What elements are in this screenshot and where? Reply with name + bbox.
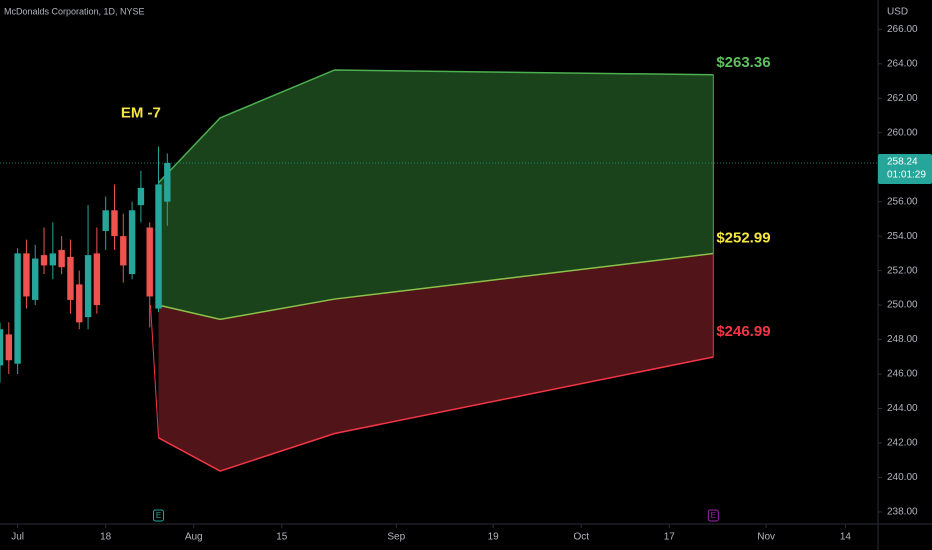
y-tick-label: 262.00 (887, 93, 918, 104)
candle-body (120, 236, 127, 266)
last-price-tag (878, 154, 932, 185)
chart-title: McDonalds Corporation, 1D, NYSE (4, 6, 145, 16)
y-tick-label: 254.00 (887, 231, 918, 242)
last-price-label: 258.24 (887, 157, 918, 168)
countdown: 01:01:29 (887, 170, 926, 181)
candle-body (23, 253, 30, 297)
band-line (158, 356, 714, 472)
candle-body (32, 258, 39, 300)
x-tick-label: Oct (573, 532, 589, 543)
x-tick-label: 14 (840, 532, 852, 543)
x-tick-label: 15 (276, 532, 288, 543)
candle-body (111, 210, 118, 237)
candle-body (40, 255, 48, 266)
candle-body (76, 284, 83, 323)
y-tick-label: 242.00 (887, 438, 918, 449)
band-edge (150, 305, 160, 438)
y-tick-label: 264.00 (887, 58, 918, 69)
event-label: E (156, 511, 161, 520)
candle-body (84, 255, 92, 318)
event-marker (153, 509, 165, 522)
candle-body (128, 210, 136, 275)
candle-body (164, 163, 171, 202)
candle-body (155, 184, 162, 309)
event-marker (707, 509, 719, 522)
event-label: E (711, 511, 716, 520)
end-label: $252.99 (716, 230, 770, 247)
y-tick-label: 266.00 (887, 24, 918, 35)
candle-body (58, 249, 65, 268)
candle-body (93, 253, 101, 306)
candle-body (67, 256, 74, 300)
x-tick-label: Aug (185, 532, 203, 543)
y-tick-label: 244.00 (887, 403, 918, 414)
band-line (157, 69, 714, 184)
end-label: $246.99 (716, 323, 770, 340)
x-tick-label: Nov (757, 532, 775, 543)
y-tick-label: 252.00 (887, 265, 918, 276)
y-tick-label: 248.00 (887, 334, 918, 345)
candle-body (49, 253, 57, 266)
band-fill (158, 253, 714, 472)
y-tick-label: 250.00 (887, 300, 918, 311)
band-fill (158, 69, 714, 320)
x-tick-label: Sep (387, 532, 405, 543)
y-tick-label: 260.00 (887, 127, 918, 138)
x-tick-label: 17 (664, 532, 676, 543)
y-tick-label: 246.00 (887, 369, 918, 380)
y-tick-label: 256.00 (887, 196, 918, 207)
x-tick-label: 18 (100, 532, 112, 543)
band-line (158, 252, 714, 321)
candle-body (146, 227, 153, 297)
y-tick-label: 238.00 (887, 507, 918, 518)
end-label: $263.36 (716, 54, 770, 71)
x-tick-label: Jul (11, 532, 24, 543)
candle-body (102, 210, 109, 231)
x-tick-label: 19 (488, 532, 500, 543)
y-tick-label: 240.00 (887, 472, 918, 483)
candle-body (5, 334, 13, 361)
candle-body (137, 187, 145, 206)
candle-body (14, 253, 21, 364)
candle-body (0, 329, 4, 366)
currency-label: USD (887, 7, 908, 18)
annotation: EM -7 (121, 105, 161, 122)
